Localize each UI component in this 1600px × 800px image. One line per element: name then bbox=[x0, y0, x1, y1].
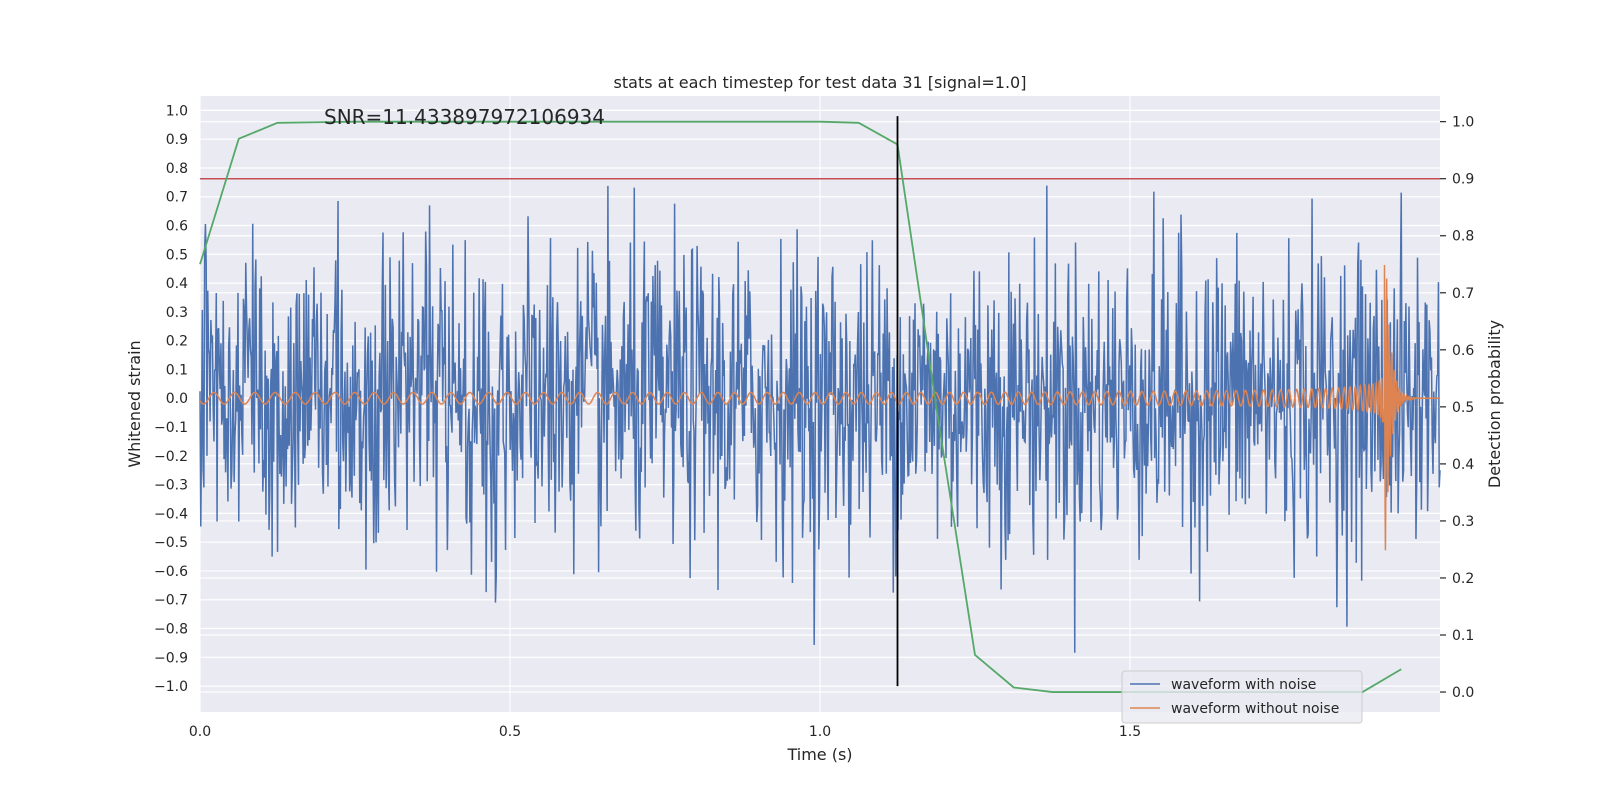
y-tick-label: −0.3 bbox=[154, 478, 188, 494]
y2-tick-label: 0.4 bbox=[1452, 457, 1474, 473]
y2-tick-label: 0.6 bbox=[1452, 343, 1474, 359]
y-tick-label: 0.3 bbox=[166, 305, 188, 321]
y2-tick-label: 0.3 bbox=[1452, 514, 1474, 530]
x-tick-label: 1.5 bbox=[1119, 724, 1141, 740]
legend-label-noise: waveform with noise bbox=[1171, 677, 1316, 693]
y-tick-label: 0.6 bbox=[166, 219, 188, 235]
axes: 0.0 0.5 1.0 1.5 1.0 0.9 0.8 0.7 0.6 0.5 0.4 0.3 0.2 0… bbox=[154, 103, 1474, 740]
legend-box bbox=[1121, 670, 1363, 724]
y-tick-label: −0.9 bbox=[154, 650, 188, 666]
y-tick-label: 0.2 bbox=[166, 334, 188, 350]
legend: waveform with noise waveform without noi… bbox=[1121, 670, 1363, 724]
y-tick-label: 0.9 bbox=[166, 132, 188, 148]
y-tick-label: −0.1 bbox=[154, 420, 188, 436]
y-tick-label: −0.6 bbox=[154, 564, 188, 580]
y2-axis-title: Detection probability bbox=[1485, 320, 1504, 488]
series-waveform-without-noise bbox=[199, 265, 1440, 551]
x-tick-label: 1.0 bbox=[809, 724, 831, 740]
y-tick-label: 0.0 bbox=[166, 391, 188, 407]
y-tick-label: −0.2 bbox=[154, 449, 188, 465]
chart-title: stats at each timestep for test data 31 … bbox=[614, 73, 1027, 92]
y-tick-label: −1.0 bbox=[154, 679, 188, 695]
y-tick-label: −0.5 bbox=[154, 535, 188, 551]
y-axis-title: Whitened strain bbox=[125, 340, 144, 467]
series-waveform-with-noise bbox=[199, 185, 1441, 653]
y2-tick-label: 0.9 bbox=[1452, 172, 1474, 188]
y-tick-label: −0.4 bbox=[154, 506, 188, 522]
y2-tick-label: 0.7 bbox=[1452, 286, 1474, 302]
y-tick-label: 0.7 bbox=[166, 190, 188, 206]
y-tick-label: 0.4 bbox=[166, 276, 188, 292]
y-tick-label: −0.8 bbox=[154, 622, 188, 638]
y-tick-label: 1.0 bbox=[166, 103, 188, 119]
y2-tick-label: 0.1 bbox=[1452, 628, 1474, 644]
y2-tick-label: 0.8 bbox=[1452, 229, 1474, 245]
y2-tick-label: 0.5 bbox=[1452, 400, 1474, 416]
y-tick-label: 0.5 bbox=[166, 247, 188, 263]
legend-label-clean: waveform without noise bbox=[1171, 701, 1339, 717]
y2-tick-label: 0.0 bbox=[1452, 685, 1474, 701]
x-tick-label: 0.5 bbox=[499, 724, 521, 740]
snr-annotation: SNR=11.433897972106934 bbox=[324, 105, 605, 129]
y2-tick-label: 1.0 bbox=[1452, 115, 1474, 131]
y-tick-label: −0.7 bbox=[154, 593, 188, 609]
x-tick-label: 0.0 bbox=[189, 724, 211, 740]
x-axis-title: Time (s) bbox=[786, 745, 852, 764]
y-tick-label: 0.1 bbox=[166, 362, 188, 378]
y-tick-label: 0.8 bbox=[166, 161, 188, 177]
y2-tick-label: 0.2 bbox=[1452, 571, 1474, 587]
